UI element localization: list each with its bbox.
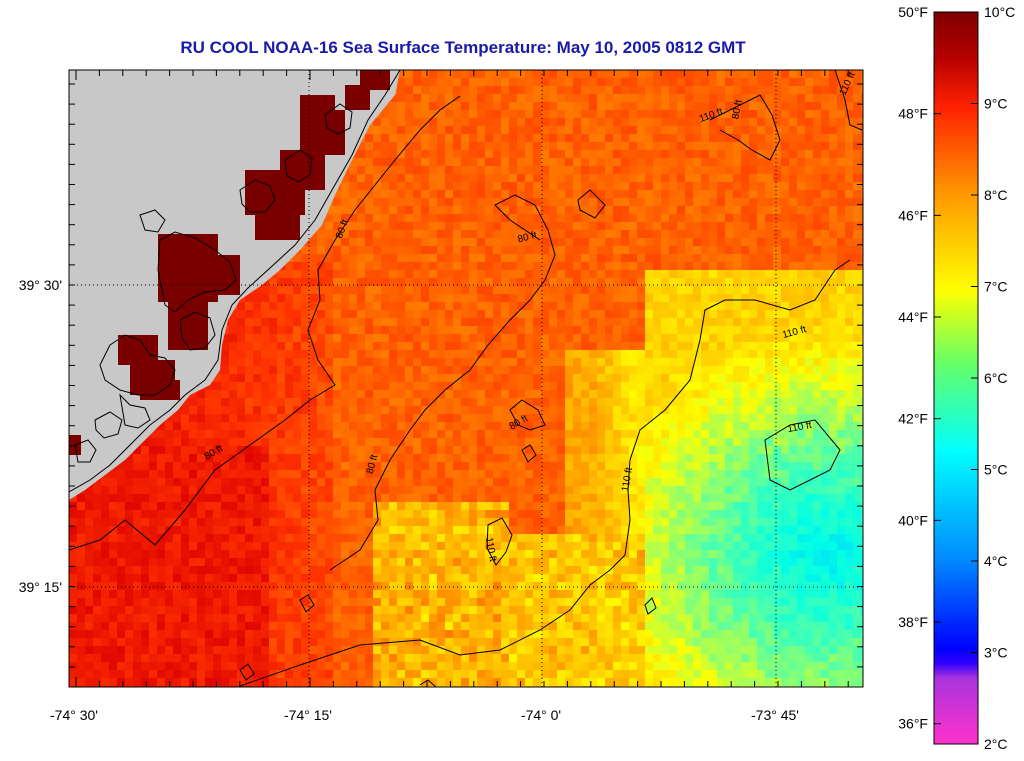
colorbar-fahrenheit-label: 48°F [898,106,928,122]
colorbar-fahrenheit-label: 50°F [898,4,928,20]
x-tick-label: -74° 0' [521,707,561,723]
x-tick-label: -74° 15' [284,707,332,723]
map-title: RU COOL NOAA-16 Sea Surface Temperature:… [180,38,746,57]
contour-label: 110 ft [620,466,635,492]
colorbar-celsius-label: 8°C [984,187,1008,203]
colorbar-fahrenheit-label: 36°F [898,716,928,732]
colorbar [933,11,979,745]
latitude-labels: 39° 30' 39° 15' [19,277,62,595]
y-tick-label: 39° 30' [19,277,62,293]
colorbar-celsius-label: 6°C [984,370,1008,386]
colorbar-fahrenheit-label: 38°F [898,614,928,630]
map-frame [68,69,864,688]
longitude-labels: -74° 30' -74° 15' -74° 0' -73° 45' [50,707,799,723]
colorbar-fahrenheit-label: 46°F [898,207,928,223]
colorbar-celsius-label: 9°C [984,96,1008,112]
contour-label: 110 ft [787,420,813,435]
contour-label: 80 ft [517,230,539,246]
bathymetry-contours [69,70,863,687]
colorbar-fahrenheit-label: 42°F [898,411,928,427]
colorbar-celsius-label: 5°C [984,462,1008,478]
colorbar-ticks [934,11,978,745]
x-tick-label: -73° 45' [751,707,799,723]
axis-ticks [69,70,863,687]
colorbar-celsius-labels: 10°C 9°C 8°C 7°C 6°C 5°C 4°C 3°C 2°C [984,4,1015,752]
colorbar-celsius-label: 10°C [984,4,1015,20]
colorbar-fahrenheit-labels: 50°F 48°F 46°F 44°F 42°F 40°F 38°F 36°F [898,4,928,732]
graticule [69,70,863,687]
x-tick-label: -74° 30' [50,707,98,723]
colorbar-celsius-label: 3°C [984,645,1008,661]
contour-label: 80 ft [365,453,381,475]
colorbar-fahrenheit-label: 40°F [898,512,928,528]
contour-label: 80 ft [730,99,744,120]
colorbar-celsius-label: 7°C [984,279,1008,295]
contour-label: 110 ft [483,537,498,563]
y-tick-label: 39° 15' [19,579,62,595]
colorbar-fahrenheit-label: 44°F [898,309,928,325]
colorbar-celsius-label: 2°C [984,736,1008,752]
coastline [69,70,401,493]
colorbar-celsius-label: 4°C [984,553,1008,569]
